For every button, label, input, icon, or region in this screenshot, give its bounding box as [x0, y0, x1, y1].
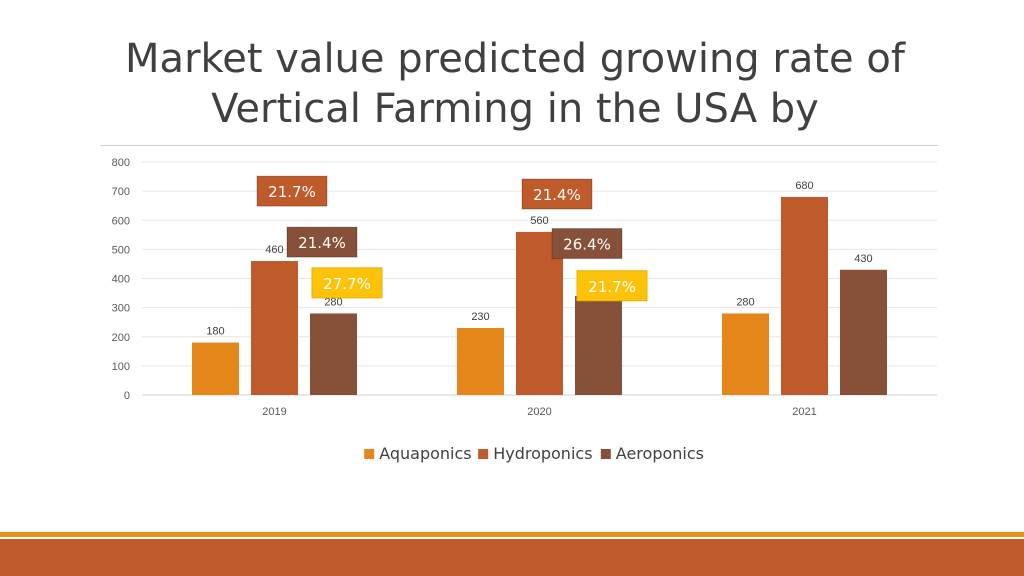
legend-label: Aeroponics — [616, 444, 704, 463]
annotation-box — [521, 178, 593, 210]
y-tick-label: 400 — [112, 274, 130, 286]
annotation-label: 21.7% — [268, 183, 316, 201]
y-tick-label: 500 — [112, 244, 130, 256]
x-tick-label: 2019 — [262, 406, 286, 418]
bar — [516, 231, 563, 395]
bar — [192, 342, 239, 395]
bar-chart: 0 100 200 300 400 500 600 700 800 2019 2020 2021 180… — [112, 157, 937, 463]
annotation-box — [551, 228, 623, 260]
bar — [457, 328, 504, 395]
data-label: 280 — [324, 296, 342, 308]
data-label: 280 — [736, 296, 754, 308]
x-tick-label: 2021 — [792, 406, 816, 418]
footer-bar — [0, 539, 1024, 576]
legend-label: Hydroponics — [493, 444, 592, 463]
annotation-label: 21.4% — [298, 234, 346, 252]
annotation-box — [256, 175, 328, 207]
y-tick-label: 0 — [124, 390, 130, 402]
y-tick-label: 200 — [112, 332, 130, 344]
slide-title: Market value predicted growing rate of V… — [60, 34, 970, 134]
data-label: 460 — [265, 244, 283, 256]
annotation-label: 21.7% — [588, 278, 636, 296]
legend-swatch — [600, 449, 611, 459]
bar — [575, 295, 622, 395]
legend-swatch — [364, 449, 375, 459]
y-tick-label: 700 — [112, 186, 130, 198]
data-label: 430 — [854, 253, 872, 265]
y-tick-label: 800 — [112, 157, 130, 169]
legend-label: Aquaponics — [379, 444, 471, 463]
y-tick-label: 600 — [112, 215, 130, 227]
bar — [722, 313, 769, 395]
annotation-box — [286, 226, 358, 258]
y-tick-label: 300 — [112, 303, 130, 315]
title-line-1: Market value predicted growing rate of — [125, 36, 905, 82]
data-label: 230 — [471, 311, 489, 323]
annotation-label: 21.4% — [533, 186, 581, 204]
legend-swatch — [478, 449, 489, 459]
data-label: 180 — [206, 326, 224, 338]
annotation-box — [576, 270, 648, 302]
annotation-label: 27.7% — [323, 275, 371, 293]
bar — [781, 196, 828, 395]
bar — [251, 261, 298, 395]
annotation-box — [311, 267, 383, 299]
title-line-2: Vertical Farming in the USA by — [211, 86, 819, 132]
x-tick-label: 2020 — [527, 406, 551, 418]
data-label: 680 — [795, 180, 813, 192]
bar — [310, 313, 357, 395]
y-tick-label: 100 — [112, 361, 130, 373]
annotation-label: 26.4% — [563, 236, 611, 254]
data-label: 560 — [530, 215, 548, 227]
footer-accent-line — [0, 532, 1024, 537]
title-divider — [100, 145, 938, 146]
bar — [840, 269, 887, 395]
